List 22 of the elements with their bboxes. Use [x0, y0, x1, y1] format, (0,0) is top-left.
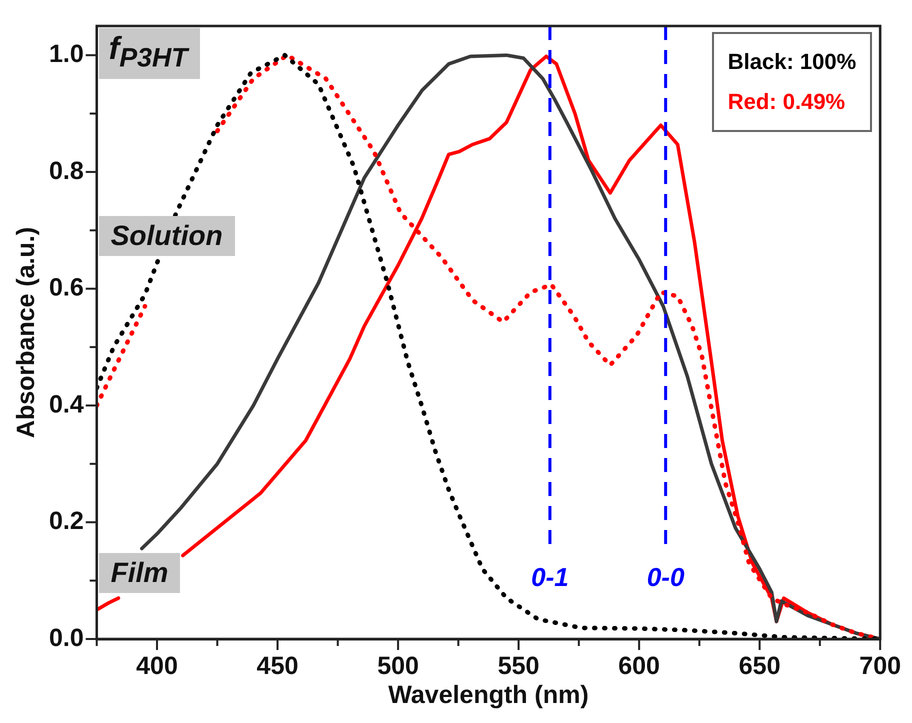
- annotation: Red: 0.49%: [728, 88, 846, 116]
- annotation: 0-0: [646, 562, 685, 592]
- annotation: 0-1: [531, 562, 569, 592]
- x-tick-label: 650: [738, 652, 780, 680]
- y-tick-label: 1.0: [48, 40, 84, 68]
- x-tick-label: 400: [136, 652, 178, 680]
- y-axis-title: Absorbance (a.u.): [12, 226, 40, 438]
- annotation: Solution: [98, 216, 235, 256]
- x-tick-label: 700: [859, 652, 902, 680]
- annotation: Black: 100%: [728, 48, 856, 76]
- annotation: Film: [98, 553, 180, 594]
- x-axis-title: Wavelength (nm): [388, 680, 589, 709]
- x-tick-label: 450: [256, 652, 298, 680]
- y-tick-label: 0.2: [48, 507, 84, 536]
- annotation: f$_{P3HT}$: [98, 28, 200, 80]
- y-tick-label: 0.6: [48, 274, 84, 302]
- y-tick-label: 0.4: [48, 390, 84, 418]
- x-tick-label: 550: [498, 652, 540, 680]
- x-tick-label: 600: [618, 652, 660, 680]
- x-tick-label: 500: [377, 652, 419, 680]
- y-tick-label: 0.8: [48, 156, 84, 185]
- y-tick-label: 0.0: [48, 624, 84, 652]
